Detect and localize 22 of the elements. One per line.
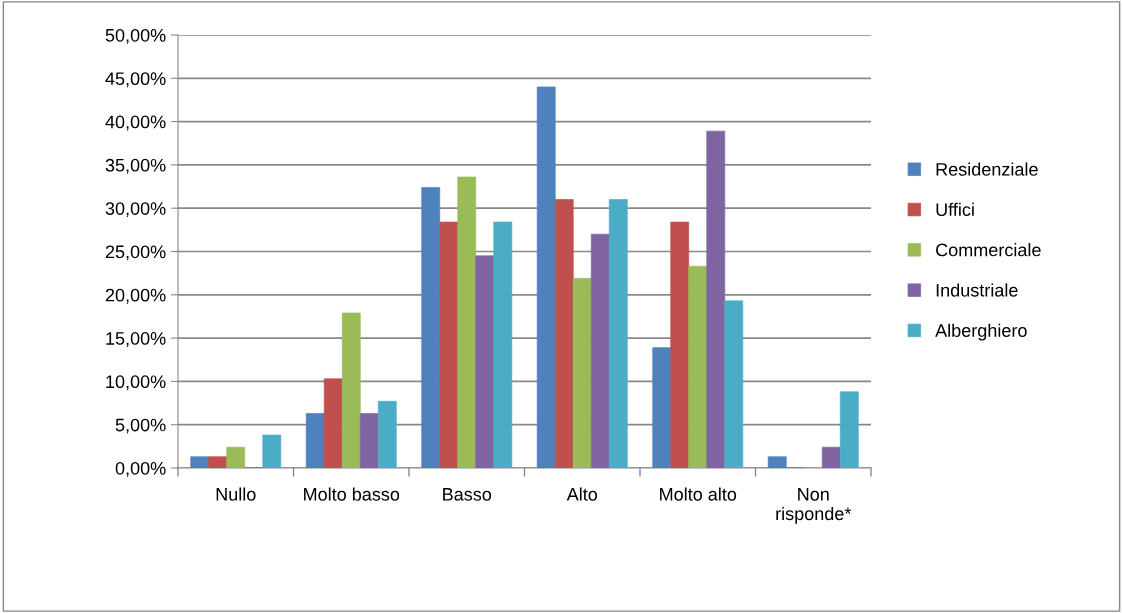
legend-label: Industriale	[936, 283, 1018, 297]
legend-label: Uffici	[936, 202, 974, 217]
legend-label: Residenziale	[936, 162, 1038, 176]
y-tick-label: 15,00%	[106, 332, 166, 347]
legend-label: Commerciale	[936, 243, 1041, 257]
x-tick-label: Nullo	[216, 487, 256, 501]
legend-label: Alberghiero	[935, 323, 1027, 341]
x-tick-label: Molto alto	[660, 487, 737, 501]
y-tick-label: 0,00%	[115, 461, 166, 477]
y-tick-label: 40,00%	[105, 115, 166, 131]
x-tick-label: Molto basso	[304, 487, 400, 501]
x-tick-label: Non risponde*	[776, 488, 852, 524]
y-tick-label: 30,00%	[105, 202, 166, 218]
y-tick-label: 25,00%	[105, 245, 166, 261]
y-tick-label: 10,00%	[106, 375, 166, 391]
y-tick-label: 45,00%	[105, 72, 166, 88]
x-tick-label: Basso	[443, 488, 492, 501]
y-tick-label: 35,00%	[105, 158, 166, 174]
y-tick-label: 50,00%	[105, 28, 166, 44]
y-tick-label: 20,00%	[105, 288, 166, 304]
x-tick-label: Alto	[566, 487, 598, 501]
y-tick-label: 5,00%	[115, 418, 166, 434]
